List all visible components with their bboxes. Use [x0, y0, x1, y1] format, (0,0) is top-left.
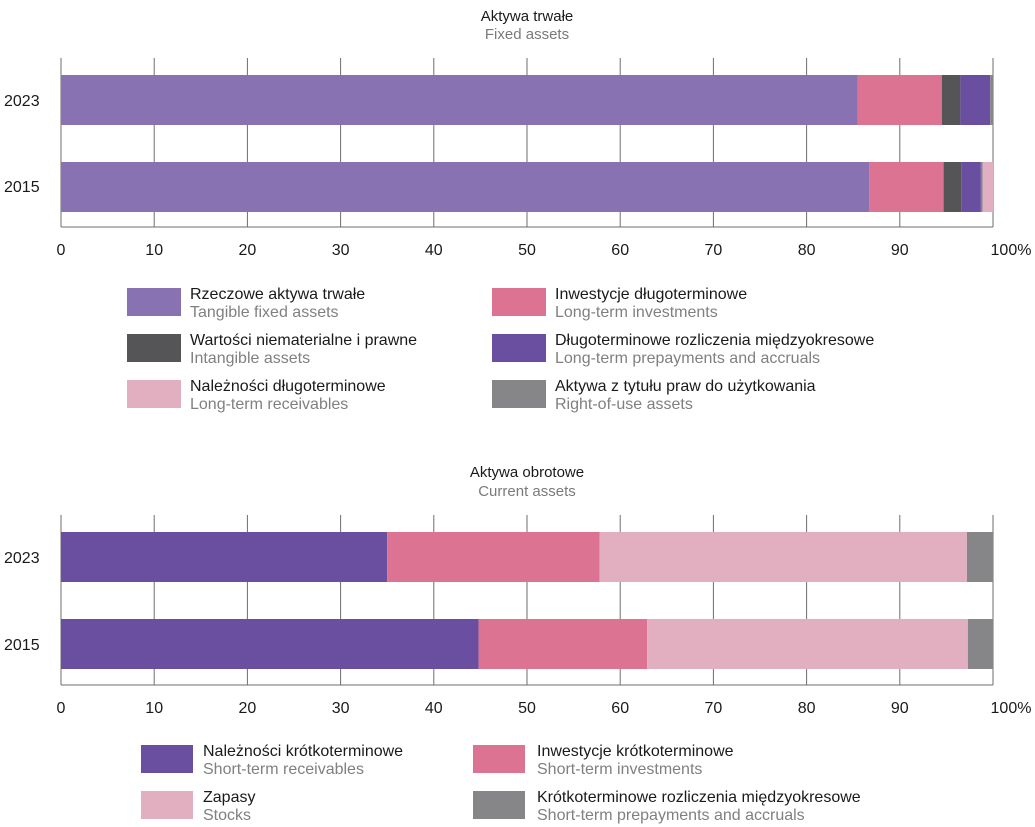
chart-subtitle: Current assets: [478, 483, 576, 500]
chart-1: Aktywa obrotowe Current assets 2023 2015 0 10…: [4, 464, 1031, 824]
x-tick-label: 30: [332, 700, 350, 717]
bar-segment: [647, 619, 968, 669]
x-tick-label: 0: [57, 242, 66, 259]
bar-segment: [967, 619, 993, 669]
bar-segment: [61, 75, 858, 125]
x-tick-label: 80: [798, 700, 816, 717]
legend-label-en: Stocks: [203, 807, 251, 824]
legend-item: Długoterminowe rozliczenia międzyokresow…: [492, 332, 874, 367]
legend-swatch: [127, 334, 181, 362]
bar-segment: [982, 162, 993, 212]
x-tick-label: 50: [518, 242, 536, 259]
x-tick-label: 10: [145, 242, 163, 259]
legend-swatch: [127, 288, 181, 316]
bar-segment: [857, 75, 942, 125]
category-label: 2015: [4, 179, 40, 196]
legend-label-en: Tangible fixed assets: [190, 304, 339, 321]
legend-label: Inwestycje krótkoterminowe: [537, 743, 734, 760]
x-tick-label: 30: [332, 242, 350, 259]
legend-label-en: Short-term receivables: [203, 761, 364, 778]
x-tick-label: 90: [891, 242, 909, 259]
chart-title: Aktywa obrotowe: [470, 464, 584, 481]
legend-swatch: [473, 791, 525, 819]
legend-label: Rzeczowe aktywa trwałe: [190, 286, 365, 303]
legend-label: Aktywa z tytułu praw do użytkowania: [555, 378, 816, 395]
category-label: 2023: [4, 93, 40, 110]
bar-segment: [941, 75, 961, 125]
x-tick-label: 40: [425, 700, 443, 717]
x-tick-label: 20: [239, 700, 257, 717]
legend-swatch: [492, 380, 546, 408]
category-label: 2023: [4, 550, 40, 567]
legend-label: Należności krótkoterminowe: [203, 743, 403, 760]
x-tick-label: 80: [798, 242, 816, 259]
legend-swatch: [141, 791, 193, 819]
bar-segment: [966, 532, 993, 582]
legend-label: Zapasy: [203, 789, 255, 806]
bar-segment: [869, 162, 944, 212]
legend-label-en: Long-term investments: [555, 304, 718, 321]
bar-segment: [943, 162, 962, 212]
bar-segment: [387, 532, 600, 582]
x-tick-label: 70: [705, 700, 723, 717]
legend-label: Długoterminowe rozliczenia międzyokresow…: [555, 332, 874, 349]
legend-label: Krótkoterminowe rozliczenia międzyokreso…: [537, 789, 861, 806]
x-tick-label: 90: [891, 700, 909, 717]
legend-swatch: [473, 745, 525, 773]
x-tick-label: 60: [611, 700, 629, 717]
legend-label-en: Right-of-use assets: [555, 396, 693, 413]
x-tick-label: 100%: [991, 700, 1032, 717]
chart-title: Aktywa trwałe: [481, 8, 574, 25]
x-tick-label: 20: [239, 242, 257, 259]
legend-label-en: Intangible assets: [190, 350, 310, 367]
x-tick-label: 0: [57, 700, 66, 717]
x-tick-label: 70: [705, 242, 723, 259]
legend-item: Aktywa z tytułu praw do użytkowaniaRight…: [492, 378, 816, 413]
bar-segment: [478, 619, 648, 669]
legend-label: Należności długoterminowe: [190, 378, 386, 395]
chart-subtitle: Fixed assets: [485, 26, 569, 43]
legend-swatch: [492, 288, 546, 316]
legend-label-en: Long-term prepayments and accruals: [555, 350, 820, 367]
bar-segment: [990, 75, 993, 125]
x-tick-label: 50: [518, 700, 536, 717]
bar-segment: [980, 162, 983, 212]
bar-segment: [61, 532, 388, 582]
x-tick-label: 60: [611, 242, 629, 259]
x-tick-label: 40: [425, 242, 443, 259]
legend-label-en: Long-term receivables: [190, 396, 348, 413]
bar-segment: [960, 75, 991, 125]
bar-segment: [61, 619, 479, 669]
x-tick-label: 10: [145, 700, 163, 717]
legend-item: Krótkoterminowe rozliczenia międzyokreso…: [473, 789, 861, 824]
category-label: 2015: [4, 637, 40, 654]
x-tick-label: 100%: [991, 242, 1032, 259]
legend-swatch: [141, 745, 193, 773]
bar-segment: [599, 532, 967, 582]
legend-label-en: Short-term investments: [537, 761, 702, 778]
legend-label: Inwestycje długoterminowe: [555, 286, 747, 303]
bar-segment: [61, 162, 870, 212]
legend-item: Wartości niematerialne i prawneIntangibl…: [127, 332, 417, 367]
legend-label-en: Short-term prepayments and accruals: [537, 807, 805, 824]
bar-segment: [961, 162, 981, 212]
legend-swatch: [492, 334, 546, 362]
legend-label: Wartości niematerialne i prawne: [190, 332, 417, 349]
legend-swatch: [127, 380, 181, 408]
